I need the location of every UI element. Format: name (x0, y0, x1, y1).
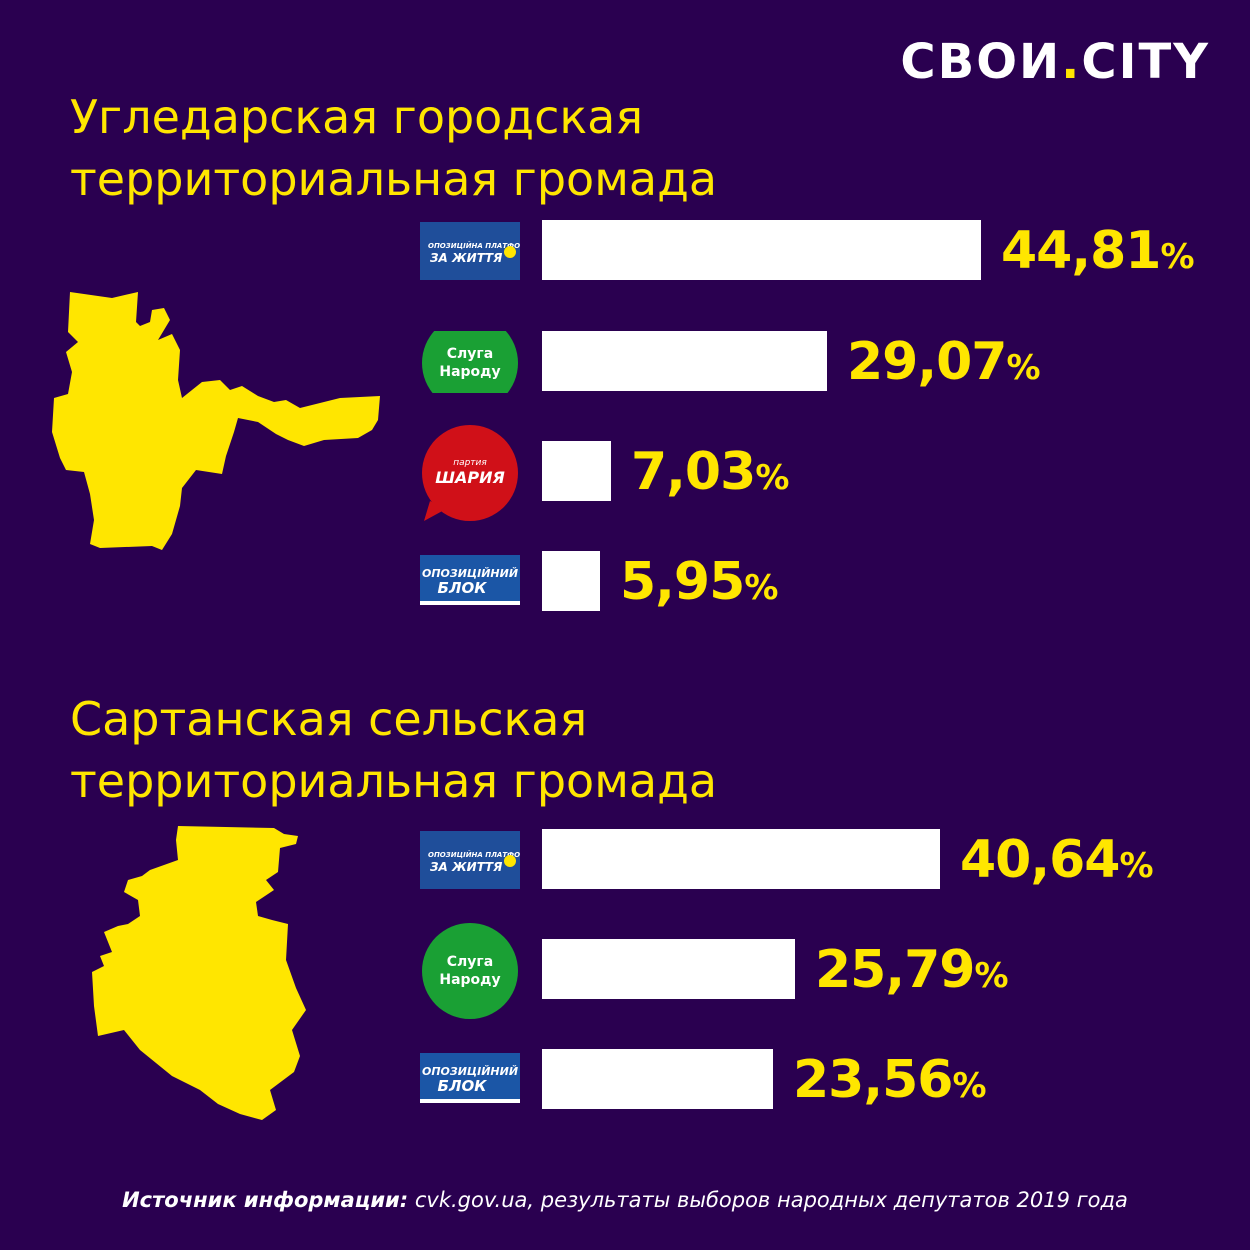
value-label: 40,64% (960, 831, 1154, 895)
value-unit: % (755, 458, 790, 498)
value-unit: % (1119, 846, 1154, 886)
value-label: 5,95% (620, 553, 778, 617)
value-label: 44,81% (1001, 222, 1195, 286)
sluha-logo-line2: Народу (439, 364, 500, 380)
value-number: 7,03 (631, 442, 756, 502)
opblok-logo-line1: ОПОЗИЦІЙНИЙ (422, 1065, 518, 1078)
opzzh-logo-line2: ЗА ЖИТТЯ (430, 251, 502, 265)
shariy-logo-line1: партия (453, 458, 487, 468)
value-unit: % (952, 1066, 987, 1106)
section-2-title-line1: Сартанская сельская (70, 692, 588, 746)
source-footnote: Источник информации: cvk.gov.ua, результ… (0, 1188, 1250, 1212)
map-sartana (92, 826, 306, 1120)
section-1-title: Угледарская городская территориальная гр… (70, 86, 830, 210)
sluha-logo: Слуга Народу (422, 923, 518, 1019)
value-label: 25,79% (815, 941, 1009, 1005)
bar (542, 551, 600, 611)
opblok-logo: ОПОЗИЦІЙНИЙ БЛОК (420, 555, 520, 605)
value-number: 44,81 (1001, 221, 1161, 281)
sluha-logo-line2: Народу (439, 972, 500, 988)
value-unit: % (744, 568, 779, 608)
value-unit: % (1006, 348, 1041, 388)
bar (542, 331, 827, 391)
bar (542, 829, 940, 889)
section-1-title-line1: Угледарская городская (70, 90, 644, 144)
opzzh-logo: ОПОЗИЦІЙНА ПЛАТФОРМА ЗА ЖИТТЯ (420, 831, 520, 889)
sluha-logo-line1: Слуга (447, 954, 493, 970)
brand-name-right: CITY (1081, 34, 1210, 90)
sluha-logo-line1: Слуга (447, 346, 493, 362)
value-unit: % (1160, 237, 1195, 277)
opzzh-logo-line1: ОПОЗИЦІЙНА ПЛАТФОРМА (428, 850, 520, 859)
bar (542, 441, 611, 501)
section-1-title-line2: территориальная громада (70, 152, 718, 206)
shariy-logo-line2: ШАРИЯ (435, 468, 505, 487)
value-label: 23,56% (793, 1051, 987, 1115)
sluha-logo: Слуга Народу (422, 331, 518, 393)
value-number: 25,79 (815, 940, 975, 1000)
opzzh-logo-line2: ЗА ЖИТТЯ (430, 860, 502, 874)
value-number: 23,56 (793, 1050, 953, 1110)
section-2-title-line2: территориальная громада (70, 754, 718, 808)
opblok-logo: ОПОЗИЦІЙНИЙ БЛОК (420, 1053, 520, 1103)
brand-name-left: СВОИ (900, 34, 1062, 90)
section-2-title: Сартанская сельская территориальная гром… (70, 688, 830, 812)
source-text: cvk.gov.ua, результаты выборов народных … (414, 1188, 1128, 1212)
bar (542, 1049, 773, 1109)
opzzh-logo: ОПОЗИЦІЙНА ПЛАТФОРМА ЗА ЖИТТЯ (420, 222, 520, 280)
opblok-logo-line2: БЛОК (438, 579, 488, 597)
value-number: 29,07 (847, 332, 1007, 392)
brand-logo: СВОИ.CITY (900, 34, 1210, 90)
value-label: 7,03% (631, 443, 789, 507)
shariy-logo: партия ШАРИЯ (422, 425, 518, 521)
opblok-logo-line1: ОПОЗИЦІЙНИЙ (422, 567, 518, 580)
opblok-logo-line2: БЛОК (438, 1077, 488, 1095)
brand-dot: . (1061, 34, 1082, 90)
bar (542, 220, 981, 280)
map-vuhledar (52, 292, 380, 550)
value-number: 40,64 (960, 830, 1120, 890)
opzzh-logo-line1: ОПОЗИЦІЙНА ПЛАТФОРМА (428, 241, 520, 250)
value-label: 29,07% (847, 333, 1041, 397)
value-unit: % (974, 956, 1009, 996)
source-label: Источник информации: (122, 1188, 409, 1212)
value-number: 5,95 (620, 552, 745, 612)
bar (542, 939, 795, 999)
